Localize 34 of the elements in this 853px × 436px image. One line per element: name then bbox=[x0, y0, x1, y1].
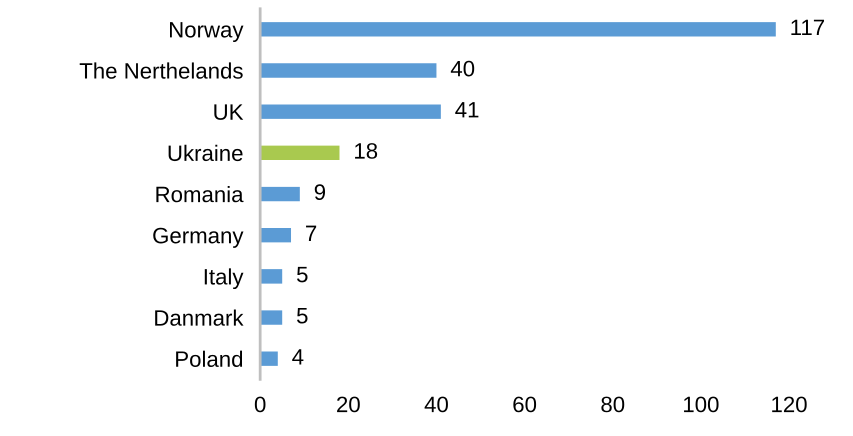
data-label: 41 bbox=[455, 102, 478, 118]
y-tick-label: Ukraine bbox=[168, 144, 243, 162]
data-label: 9 bbox=[314, 184, 326, 200]
y-tick-label: Italy bbox=[204, 268, 244, 290]
bar bbox=[260, 186, 300, 202]
y-tick-label: Germany bbox=[153, 228, 244, 248]
bar bbox=[260, 310, 282, 325]
y-tick-label: Poland bbox=[176, 350, 242, 367]
x-tick-label: 100 bbox=[684, 396, 719, 412]
data-label: 7 bbox=[306, 226, 316, 241]
y-tick-label: Danmark bbox=[155, 310, 244, 326]
bar bbox=[260, 63, 436, 78]
x-tick-label: 20 bbox=[337, 396, 360, 412]
x-tick-label: 60 bbox=[513, 396, 536, 412]
x-tick-label: 120 bbox=[772, 396, 807, 412]
y-tick-label: The Nerthelands bbox=[80, 62, 243, 79]
y-tick-label: Norway bbox=[170, 22, 244, 42]
bar bbox=[260, 228, 292, 242]
data-label: 18 bbox=[355, 143, 378, 159]
data-label: 5 bbox=[296, 308, 308, 324]
x-tick-label: 0 bbox=[254, 396, 266, 412]
bar bbox=[260, 146, 340, 160]
bar bbox=[260, 22, 776, 37]
x-tick-label: 80 bbox=[601, 396, 624, 412]
x-tick-label: 40 bbox=[424, 396, 448, 412]
bar bbox=[260, 104, 441, 119]
bar bbox=[260, 269, 282, 284]
bar bbox=[260, 352, 278, 366]
y-tick-label: UK bbox=[214, 104, 244, 120]
data-label: 4 bbox=[292, 349, 304, 364]
data-label: 5 bbox=[296, 266, 308, 282]
data-label: 40 bbox=[450, 60, 474, 76]
data-label: 117 bbox=[791, 20, 824, 36]
y-tick-label: Romania bbox=[156, 186, 244, 202]
